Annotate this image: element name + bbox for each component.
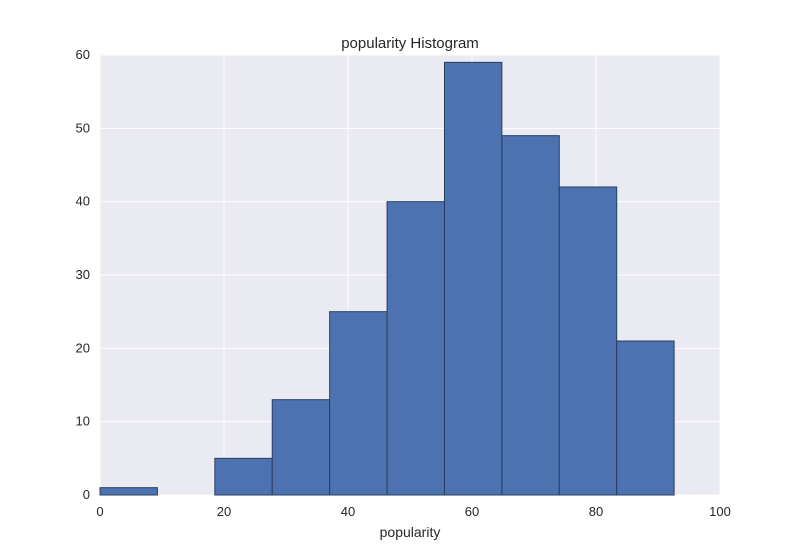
x-tick-label: 20 [217,504,231,519]
x-tick-label: 0 [96,504,103,519]
y-tick-label: 40 [76,194,90,209]
histogram-bar [329,311,388,496]
x-tick-label: 80 [589,504,603,519]
histogram-bar [99,487,158,496]
y-tick-label: 30 [76,267,90,282]
y-tick-label: 0 [83,487,90,502]
histogram-bar [501,135,560,496]
histogram-bar [386,201,445,496]
histogram-bar [214,457,273,496]
histogram-bar [271,399,331,496]
histogram-bar [443,61,503,496]
y-tick-label: 20 [76,340,90,355]
y-tick-label: 10 [76,414,90,429]
y-tick-label: 50 [76,120,90,135]
chart-title: popularity Histogram [341,35,479,52]
x-tick-label: 40 [341,504,355,519]
histogram-bar [558,186,618,496]
x-tick-label: 100 [709,504,731,519]
histogram-bar [616,340,675,496]
x-tick-labels: 0 20 40 60 80 100 [96,504,730,519]
y-tick-labels: 0 10 20 30 40 50 60 [76,47,90,502]
x-tick-label: 60 [465,504,479,519]
x-axis-label: popularity [380,524,441,540]
bars [99,61,675,496]
y-tick-label: 60 [76,47,90,62]
